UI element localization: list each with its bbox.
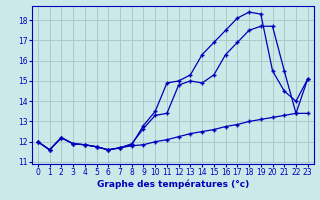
X-axis label: Graphe des températures (°c): Graphe des températures (°c) (97, 180, 249, 189)
